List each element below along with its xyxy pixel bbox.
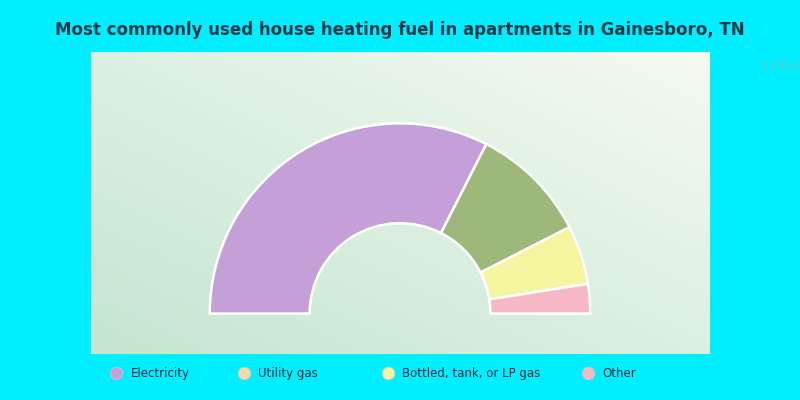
Text: Bottled, tank, or LP gas: Bottled, tank, or LP gas bbox=[402, 367, 541, 380]
Wedge shape bbox=[441, 144, 570, 272]
Text: ⓘ City-Data.com: ⓘ City-Data.com bbox=[762, 61, 800, 71]
Text: Utility gas: Utility gas bbox=[258, 367, 318, 380]
Wedge shape bbox=[481, 227, 588, 300]
Wedge shape bbox=[490, 284, 590, 314]
Text: Most commonly used house heating fuel in apartments in Gainesboro, TN: Most commonly used house heating fuel in… bbox=[55, 21, 745, 39]
Text: Electricity: Electricity bbox=[130, 367, 190, 380]
Text: Other: Other bbox=[602, 367, 636, 380]
Wedge shape bbox=[210, 123, 486, 314]
